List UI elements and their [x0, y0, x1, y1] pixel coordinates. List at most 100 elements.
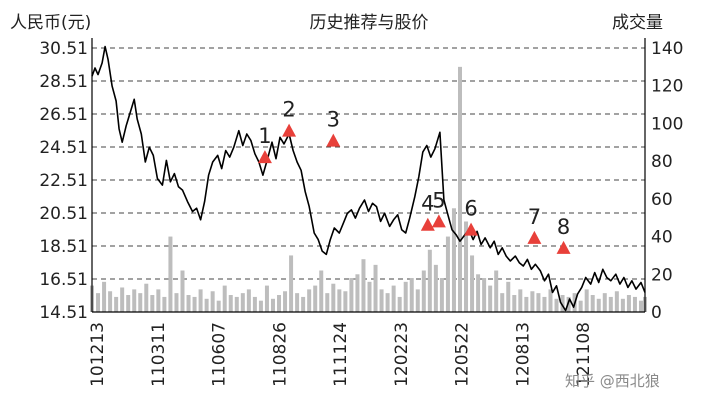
volume-bar — [192, 296, 197, 312]
volume-bar — [584, 289, 589, 312]
volume-bar — [566, 296, 571, 312]
volume-bar — [138, 293, 143, 312]
volume-bar — [548, 289, 553, 312]
volume-bar — [355, 274, 360, 312]
x-tick-label: 110311 — [149, 322, 169, 387]
y-right-tick-label: 100 — [651, 114, 683, 134]
volume-bar — [216, 300, 221, 312]
y-right-axis-title: 成交量 — [612, 13, 663, 33]
x-tick-label: 120522 — [453, 322, 473, 387]
volume-bar — [445, 236, 450, 312]
recommendation-marker — [527, 230, 542, 244]
y-right-tick-label: 20 — [651, 265, 673, 285]
y-right-tick-label: 80 — [651, 152, 673, 172]
volume-bar — [150, 295, 155, 312]
volume-bar — [174, 293, 179, 312]
volume-bar — [277, 295, 282, 312]
volume-bar — [632, 296, 637, 312]
volume-bar — [506, 281, 511, 312]
price-line — [91, 45, 646, 312]
volume-bar — [373, 264, 378, 312]
volume-bar — [258, 300, 263, 312]
recommendation-marker — [556, 240, 571, 254]
y-left-tick-label: 14.51 — [39, 303, 88, 323]
volume-bar — [270, 298, 275, 312]
volume-bar — [397, 296, 402, 312]
price-series-line — [91, 45, 646, 312]
volume-bar — [162, 296, 167, 312]
volume-bar — [331, 283, 336, 312]
y-left-tick-label: 24.51 — [39, 138, 88, 158]
volume-bar — [168, 236, 173, 312]
volume-bar — [367, 281, 372, 312]
volume-bar — [578, 300, 583, 312]
y-left-tick-label: 26.51 — [39, 105, 88, 125]
volume-bar — [530, 291, 535, 312]
recommendation-number: 6 — [464, 197, 477, 221]
recommendation-number: 7 — [528, 205, 541, 229]
volume-bar — [464, 221, 469, 312]
volume-bars — [90, 66, 647, 312]
watermark: 知乎 @西北狼 — [565, 372, 660, 390]
volume-bar — [198, 289, 203, 312]
volume-bar — [222, 285, 227, 312]
y-right-tick-label: 140 — [651, 39, 683, 59]
recommendation-number: 5 — [432, 188, 445, 212]
volume-bar — [415, 289, 420, 312]
volume-bar — [210, 291, 215, 312]
volume-bar — [409, 278, 414, 312]
volume-bar — [500, 293, 505, 312]
volume-bar — [252, 296, 257, 312]
volume-bar — [144, 283, 149, 312]
volume-bar — [379, 289, 384, 312]
y-left-tick-label: 18.51 — [39, 237, 88, 257]
volume-bar — [590, 295, 595, 312]
y-left-tick-label: 30.51 — [39, 39, 88, 59]
volume-bar — [518, 289, 523, 312]
volume-bar — [289, 255, 294, 312]
volume-bar — [114, 296, 119, 312]
volume-bar — [313, 285, 318, 312]
volume-bar — [246, 289, 251, 312]
volume-bar — [608, 296, 613, 312]
x-tick-label: 111124 — [331, 322, 351, 387]
recommendation-marker — [420, 217, 435, 231]
volume-bar — [554, 298, 559, 312]
x-tick-label: 120813 — [513, 322, 533, 387]
volume-bar — [560, 295, 565, 312]
volume-bar — [325, 293, 330, 312]
x-axis: 101213 110311 110607 110826 111124 120223 1205… — [88, 322, 594, 387]
volume-bar — [488, 285, 493, 312]
volume-bar — [361, 259, 366, 312]
recommendation-number: 8 — [557, 215, 570, 239]
volume-bar — [626, 295, 631, 312]
recommendation-marker — [326, 133, 341, 147]
volume-bar — [391, 285, 396, 312]
volume-bar — [482, 278, 487, 312]
volume-bar — [614, 291, 619, 312]
x-tick-label: 110607 — [210, 322, 230, 387]
y-left-tick-label: 16.51 — [39, 270, 88, 290]
volume-bar — [102, 281, 107, 312]
volume-bar — [602, 293, 607, 312]
gridlines — [92, 47, 645, 280]
volume-bar — [307, 289, 312, 312]
volume-bar — [204, 298, 209, 312]
y-axis-left: 30.51 28.51 26.51 24.51 22.51 20.51 18.51 16.51… — [39, 39, 88, 323]
x-tick-label: 110826 — [270, 322, 290, 387]
volume-bar — [524, 296, 529, 312]
volume-bar — [108, 291, 113, 312]
volume-bar — [433, 264, 438, 312]
volume-bar — [96, 293, 101, 312]
y-right-tick-label: 0 — [651, 303, 662, 323]
volume-bar — [156, 289, 161, 312]
volume-bar — [319, 270, 324, 312]
volume-bar — [283, 291, 288, 312]
volume-bar — [228, 295, 233, 312]
volume-bar — [295, 293, 300, 312]
volume-bar — [349, 278, 354, 312]
volume-bar — [180, 270, 185, 312]
volume-bar — [132, 289, 137, 312]
volume-bar — [620, 298, 625, 312]
